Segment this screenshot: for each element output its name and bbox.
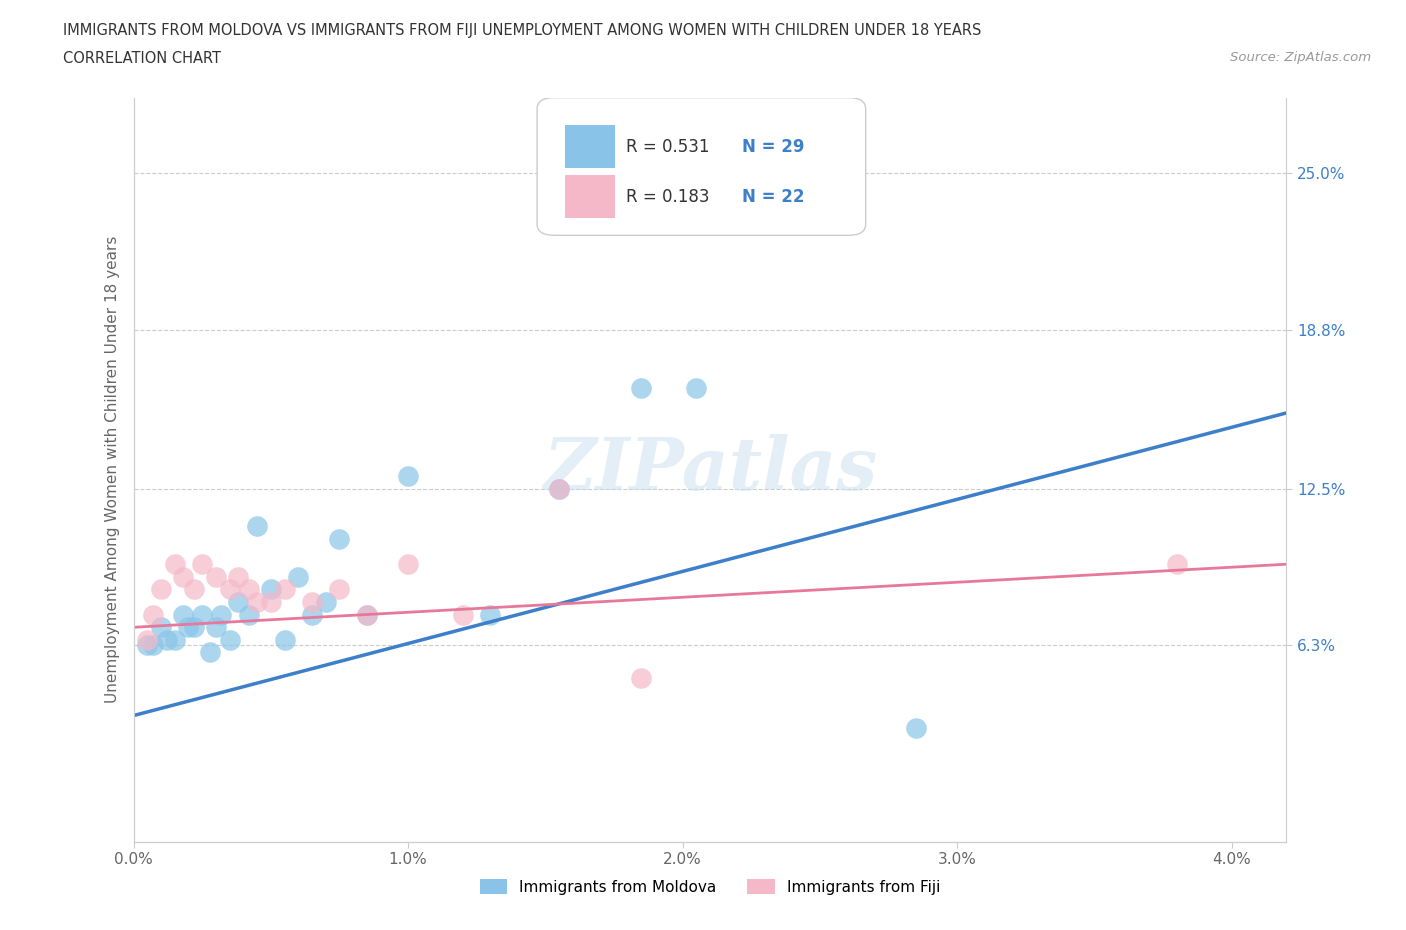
Point [191,607,214,622]
Point [136,637,159,652]
Point [328,532,350,547]
Point [273,582,295,597]
Point [205,619,228,634]
Text: CORRELATION CHART: CORRELATION CHART [63,51,221,66]
FancyBboxPatch shape [565,175,616,219]
Point [163,632,186,647]
Point [163,557,186,572]
Point [172,607,194,622]
Text: N = 22: N = 22 [742,188,804,206]
Point [548,481,571,496]
Point [205,569,228,584]
Point [238,607,260,622]
Text: N = 29: N = 29 [742,138,804,155]
Point [356,607,378,622]
Point [328,582,350,597]
Point [150,619,173,634]
Point [396,469,419,484]
Text: Source: ZipAtlas.com: Source: ZipAtlas.com [1230,51,1371,64]
Point [142,637,165,652]
Y-axis label: Unemployment Among Women with Children Under 18 years: Unemployment Among Women with Children U… [104,236,120,703]
Point [904,721,927,736]
Point [287,569,309,584]
Point [301,607,323,622]
Point [238,582,260,597]
Point [685,380,707,395]
Point [315,594,337,609]
Point [630,380,652,395]
Point [396,557,419,572]
Point [155,632,177,647]
Point [301,594,323,609]
Point [451,607,474,622]
Point [218,632,240,647]
FancyBboxPatch shape [565,126,616,168]
Point [273,632,295,647]
Point [177,619,200,634]
Point [246,594,269,609]
Text: R = 0.531: R = 0.531 [626,138,710,155]
Text: IMMIGRANTS FROM MOLDOVA VS IMMIGRANTS FROM FIJI UNEMPLOYMENT AMONG WOMEN WITH CH: IMMIGRANTS FROM MOLDOVA VS IMMIGRANTS FR… [63,23,981,38]
Text: ZIPatlas: ZIPatlas [543,434,877,505]
Point [183,582,205,597]
Point [172,569,194,584]
Point [479,607,502,622]
Point [226,569,249,584]
Point [183,619,205,634]
Point [136,632,159,647]
Point [260,582,283,597]
Point [150,582,173,597]
Point [191,557,214,572]
Point [548,481,571,496]
Point [356,607,378,622]
Point [209,607,232,622]
Point [200,645,222,660]
Point [142,607,165,622]
Legend: Immigrants from Moldova, Immigrants from Fiji: Immigrants from Moldova, Immigrants from… [474,873,946,901]
Point [260,594,283,609]
Point [246,519,269,534]
Point [630,671,652,685]
FancyBboxPatch shape [537,98,866,235]
Text: R = 0.183: R = 0.183 [626,188,710,206]
Point [226,594,249,609]
Point [1166,557,1188,572]
Point [218,582,240,597]
